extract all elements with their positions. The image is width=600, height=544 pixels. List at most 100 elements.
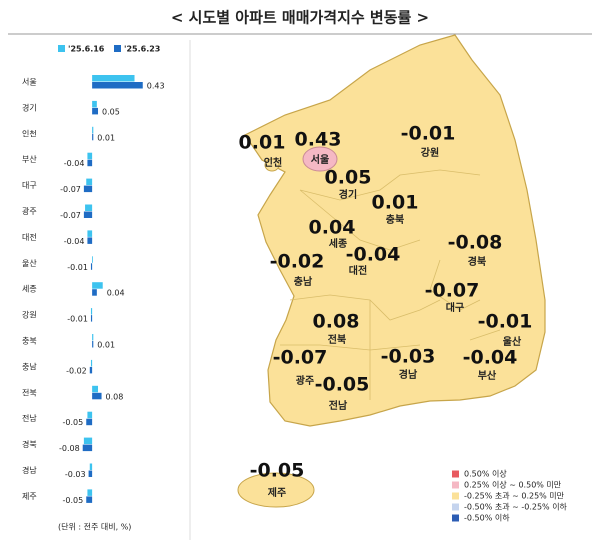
map-region: 대구 [446,301,464,314]
bar [86,418,93,426]
bar [92,334,94,341]
bar [92,289,97,296]
bar [92,126,94,134]
map-value: -0.03 [381,346,436,368]
category-label: 경남 [22,465,37,475]
bar [87,489,93,496]
category-label: 대전 [22,232,37,242]
map-region: 전북 [328,333,346,346]
bar [92,82,143,89]
map-value: 0.43 [295,129,342,151]
bar [83,437,93,445]
value-label: 0.08 [106,392,124,401]
value-label: 0.43 [147,82,165,91]
map-region: 세종 [329,237,347,250]
map-legend-label: -0.50% 초과 ~ -0.25% 이하 [464,502,568,512]
map-value: -0.05 [315,374,370,396]
map-value: 0.04 [309,217,356,239]
bar [92,256,93,263]
value-label: -0.08 [59,444,80,453]
map-region: 울산 [503,335,522,348]
map-region: 제주 [268,486,286,499]
bar [87,411,93,419]
value-label: -0.04 [64,159,85,168]
bar [82,444,93,452]
bar [92,75,135,82]
bar [92,107,99,115]
bar [87,237,93,244]
category-label: 부산 [22,154,37,164]
category-label: 서울 [22,78,37,87]
map-region: 대전 [349,264,367,277]
value-label: -0.02 [66,366,87,375]
bar [90,263,93,270]
bar [88,470,93,477]
map-seoul [302,146,338,172]
bar [92,133,94,141]
map-region: 경기 [339,188,357,201]
category-label: 경북 [22,439,37,449]
category-label: 울산 [22,258,37,268]
map-region: 인천 [264,156,282,169]
map-value: 0.08 [313,311,360,333]
bar [92,282,103,289]
map-region: 충북 [386,213,404,226]
category-label: 인천 [22,128,37,138]
bar [92,341,94,348]
value-label: -0.05 [63,496,84,505]
bar [83,211,93,218]
category-label: 전남 [22,413,37,423]
map-legend-swatch [452,470,459,478]
bar [87,230,93,237]
map-region: 충남 [294,275,313,288]
map-region: 전남 [329,399,348,412]
map-value: -0.08 [448,232,503,254]
map-value: -0.07 [273,347,328,369]
map-incheon [264,158,280,172]
map-legend-swatch [452,503,459,511]
bar [86,178,93,186]
bar [87,152,93,160]
legend-label: '25.6.23 [124,45,160,54]
bar [90,315,93,322]
category-label: 세종 [22,285,37,294]
category-label: 충북 [22,337,37,346]
bar [92,392,102,400]
map-value: -0.04 [346,244,401,266]
map-legend-swatch [452,514,459,522]
map-region: 서울 [311,153,329,166]
value-label: -0.03 [65,470,86,479]
map-legend-label: -0.50% 이하 [464,513,510,523]
unit-note: (단위 : 전주 대비, %) [58,522,131,532]
value-label: -0.07 [60,185,81,194]
value-label: -0.07 [60,211,81,220]
map-value: 0.01 [239,132,286,154]
map-value: -0.01 [478,311,533,333]
bar [89,366,93,374]
map-value: -0.04 [463,347,518,369]
value-label: -0.04 [64,237,85,246]
title: < 시도별 아파트 매매가격지수 변동률 > [171,9,429,27]
value-label: 0.04 [107,289,125,298]
map-legend-label: -0.25% 초과 ~ 0.25% 미만 [464,492,565,501]
map-value: 0.01 [372,192,419,214]
map-mainland [244,34,546,427]
map-region: 부산 [478,369,497,382]
map-region: 강원 [421,146,439,159]
map-value: -0.05 [250,460,305,482]
value-label: 0.01 [97,133,115,142]
legend-label: '25.6.16 [68,45,105,54]
value-label: -0.05 [63,418,84,427]
bar [90,308,93,315]
bar [83,185,93,193]
map-value: 0.05 [325,167,372,189]
bar [92,385,99,393]
legend-swatch [58,45,65,52]
bar [89,463,93,470]
map-region: 경남 [399,368,418,381]
bar [90,359,93,367]
legend-swatch [114,45,121,52]
category-label: 광주 [22,206,37,216]
map-value: -0.01 [401,123,456,145]
